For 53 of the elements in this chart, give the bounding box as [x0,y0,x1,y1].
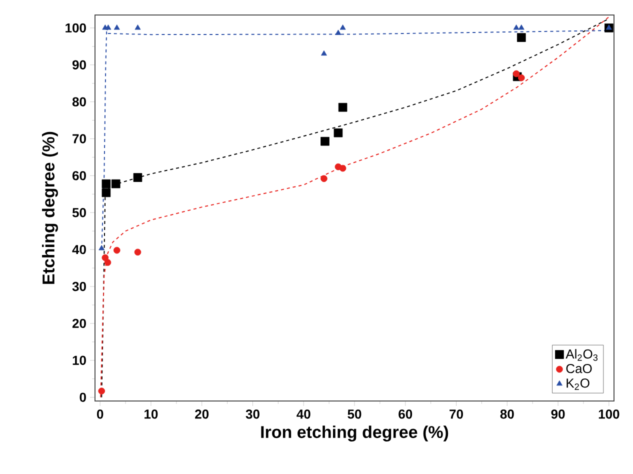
point [321,50,327,56]
x-tick-label: 80 [500,410,514,419]
point [104,259,112,266]
point [105,24,112,30]
point [606,24,612,30]
point [339,164,346,172]
y-tick-label: 50 [72,208,86,218]
x-tick-label: 0 [96,410,104,419]
x-axis-title: Iron etching degree (%) [261,426,448,442]
point [513,24,520,30]
point [512,70,520,78]
point [102,179,111,188]
x-tick-label: 60 [398,410,412,419]
point [340,24,346,30]
x-tick-label: 40 [296,410,310,419]
y-tick-label: 10 [72,356,86,365]
y-tick-label: 70 [72,134,86,144]
point [518,74,525,82]
point [320,175,328,182]
y-tick-label: 40 [72,244,86,254]
legend-label: CaO [566,364,592,374]
legend-label: Al$_{2}$O$_{3}$ [566,349,598,361]
point [134,248,142,256]
y-axis-title: Etching degree (%) [42,132,58,284]
y-tick-label: 0 [80,392,86,402]
point [518,24,524,30]
x-tick-label: 20 [195,410,209,419]
point [114,24,120,30]
x-tick-label: 30 [246,410,260,419]
y-tick-label: 20 [72,318,86,328]
point [98,388,106,394]
point [133,173,142,182]
point [338,102,348,112]
y-tick-label: 90 [72,60,86,70]
point [134,24,141,30]
legend-label: K$_{2}$O [566,378,590,390]
point [113,246,120,254]
point [98,245,105,250]
x-tick-label: 100 [598,410,620,419]
x-tick-label: 10 [144,410,158,419]
point [320,136,330,146]
y-tick-label: 80 [72,97,86,106]
point [517,33,526,42]
x-tick-label: 50 [348,410,362,419]
point [102,188,111,198]
x-tick-label: 70 [450,410,463,419]
y-tick-label: 30 [72,282,86,292]
y-tick-label: 100 [66,23,86,33]
point [111,179,120,188]
point [334,128,343,138]
x-tick-label: 90 [551,410,565,419]
point [335,30,342,35]
y-tick-label: 60 [72,171,86,180]
